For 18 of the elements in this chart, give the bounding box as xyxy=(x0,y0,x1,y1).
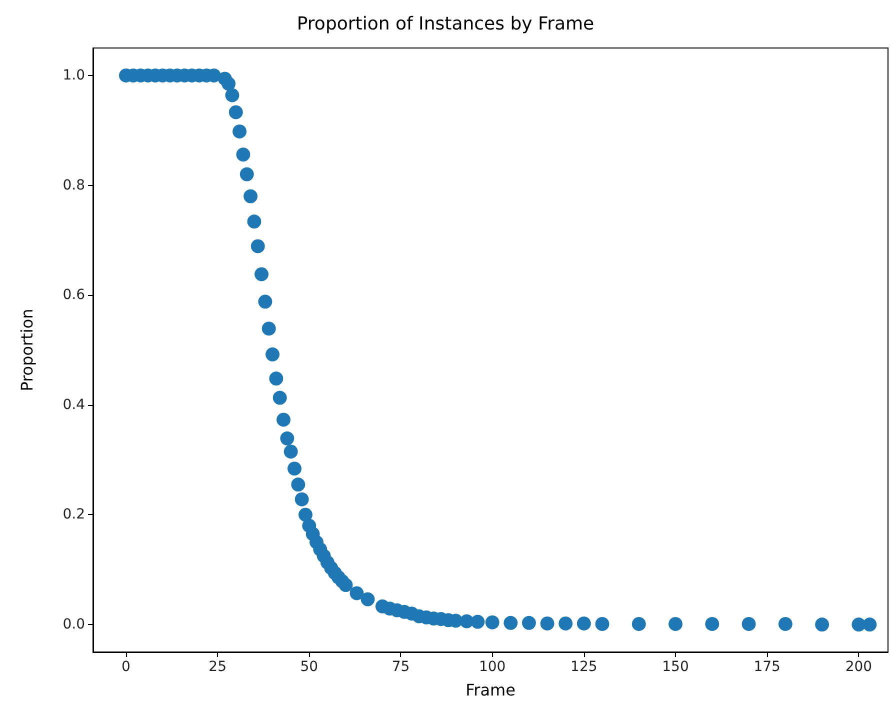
y-tick-label: 0.4 xyxy=(62,396,86,413)
x-tick-label: 25 xyxy=(208,659,226,675)
chart-title: Proportion of Instances by Frame xyxy=(296,14,594,34)
x-tick-label: 150 xyxy=(662,659,689,675)
y-axis-title: Proportion xyxy=(18,308,36,392)
x-tick-label: 50 xyxy=(300,659,318,675)
y-tick-label: 0.0 xyxy=(62,616,85,633)
x-tick-label: 125 xyxy=(570,659,598,675)
x-tick-label: 0 xyxy=(122,659,130,675)
y-tick-label: 0.2 xyxy=(62,506,85,523)
x-tick-label: 75 xyxy=(392,659,410,675)
y-tick-label: 0.6 xyxy=(62,287,86,304)
y-tick-label: 0.8 xyxy=(62,177,85,194)
x-axis-title: Frame xyxy=(466,680,516,700)
y-tick-label: 1.0 xyxy=(62,67,85,84)
x-tick-label: 175 xyxy=(754,659,780,675)
x-tick-label: 100 xyxy=(478,659,506,675)
x-tick-label: 200 xyxy=(845,659,872,675)
